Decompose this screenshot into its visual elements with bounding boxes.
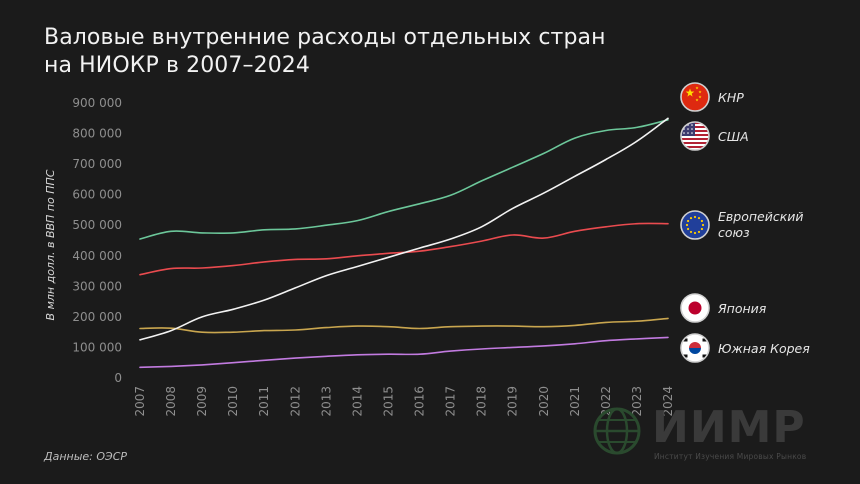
x-tick-label: 2007 — [133, 386, 147, 417]
y-tick-label: 300 000 — [72, 279, 122, 293]
legend-label: США — [718, 129, 749, 144]
y-axis-tick-labels: 0 100 000 200 000 300 000 400 000 500 000 600 … — [72, 96, 122, 385]
series-lines — [139, 117, 669, 369]
series-line-4 — [139, 336, 669, 369]
eu-flag-icon — [680, 210, 710, 240]
y-tick-label: 700 000 — [72, 157, 122, 171]
title-line-2: на НИОКР в 2007–2024 — [44, 53, 310, 78]
y-tick-label: 800 000 — [72, 127, 122, 141]
legend-label: Европейский союз — [718, 209, 804, 240]
legend-item-0: КНР — [680, 82, 744, 112]
y-tick-label: 500 000 — [72, 218, 122, 232]
y-tick-label: 900 000 — [72, 96, 122, 110]
series-line-3 — [139, 317, 669, 334]
x-tick-label: 2013 — [319, 386, 333, 417]
legend-item-4: Южная Корея — [680, 333, 810, 363]
y-tick-label: 0 — [114, 371, 122, 385]
chart-title: Валовые внутренние расходы отдельных стр… — [44, 24, 684, 80]
legend-label: КНР — [718, 90, 744, 105]
x-axis-tick-labels: 2007 2008 2009 2010 2011 2012 2013 2014 2015 2016… — [133, 386, 675, 417]
x-tick-label: 2017 — [444, 386, 458, 417]
china-flag-icon — [680, 82, 710, 112]
x-tick-label: 2011 — [257, 386, 271, 417]
brand-subtitle: Институт Изучения Мировых Рынков — [654, 452, 807, 461]
y-tick-label: 400 000 — [72, 249, 122, 263]
series-line-1 — [139, 119, 669, 240]
x-tick-label: 2014 — [350, 386, 364, 417]
x-tick-label: 2008 — [164, 386, 178, 417]
legend-label: Южная Корея — [718, 341, 810, 356]
x-tick-label: 2010 — [226, 386, 240, 417]
series-line-0 — [139, 117, 669, 341]
globe-icon — [593, 407, 641, 455]
x-tick-label: 2009 — [195, 386, 209, 417]
x-tick-label: 2021 — [568, 386, 582, 417]
x-tick-label: 2023 — [630, 386, 644, 417]
y-tick-label: 100 000 — [72, 340, 122, 354]
y-tick-label: 200 000 — [72, 310, 122, 324]
brand-name: ИИМР — [652, 402, 806, 453]
legend-item-2: Европейский союз — [680, 209, 804, 240]
usa-flag-icon — [680, 121, 710, 151]
data-source: Данные: ОЭСР — [44, 450, 128, 463]
brand-logo: ИИМР Институт Изучения Мировых Рынков — [592, 402, 832, 466]
x-tick-label: 2020 — [537, 386, 551, 417]
title-line-1: Валовые внутренние расходы отдельных стр… — [44, 25, 606, 50]
japan-flag-icon — [680, 293, 710, 323]
y-tick-label: 600 000 — [72, 188, 122, 202]
x-tick-label: 2018 — [475, 386, 489, 417]
legend: КНР США Европейский союз Япония Южная Корея — [680, 82, 810, 363]
series-line-2 — [139, 222, 669, 276]
legend-item-3: Япония — [680, 293, 767, 323]
x-tick-label: 2016 — [413, 386, 427, 417]
korea-flag-icon — [680, 333, 710, 363]
x-tick-label: 2024 — [661, 386, 675, 417]
legend-label: Япония — [717, 301, 767, 316]
x-tick-label: 2015 — [381, 386, 395, 417]
x-tick-label: 2019 — [506, 386, 520, 417]
y-axis-label: В млн долл. в ВВП по ППС — [44, 169, 57, 320]
legend-item-1: США — [680, 121, 749, 151]
x-tick-label: 2012 — [288, 386, 302, 417]
